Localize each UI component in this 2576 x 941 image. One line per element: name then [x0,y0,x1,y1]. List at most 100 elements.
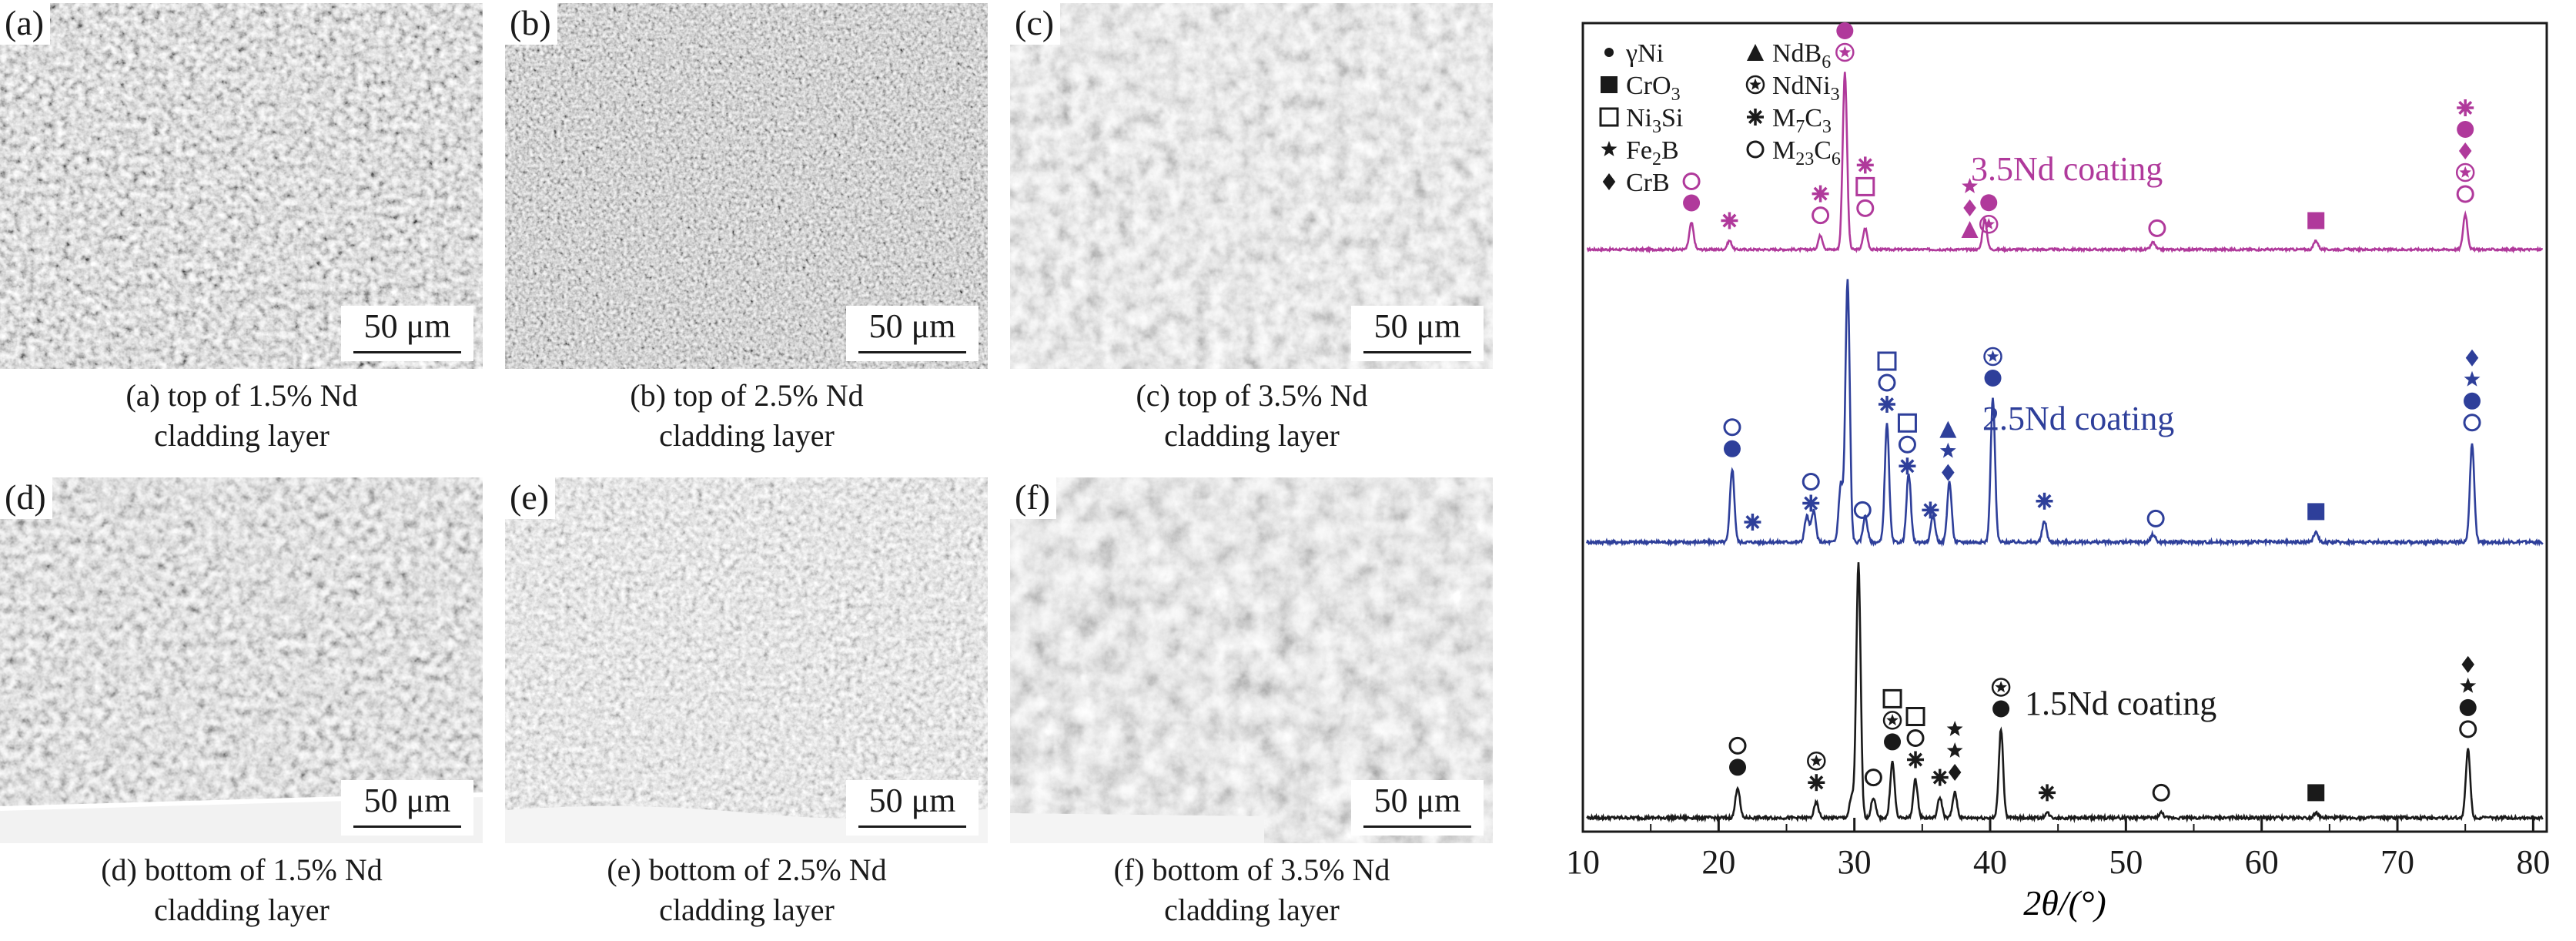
marker-m23c6 [2148,219,2166,237]
series-label: 2.5Nd coating [1982,400,2174,437]
x-axis-label: 2θ/(°) [2023,883,2106,923]
micrograph-d: (d) 50 μm [0,477,483,843]
marker-ni3si [1877,351,1897,371]
marker-ndni3 [1835,42,1855,62]
marker-crb [2458,142,2472,159]
scale-label: 50 μm [363,307,451,345]
marker-m23c6 [1853,501,1872,519]
marker-m7c3-stroke [1923,503,1938,517]
marker-m7c3 [1744,514,1761,531]
marker-m7c3-stroke [1804,496,1818,511]
marker-ndni3 [1807,751,1826,771]
panel-tag: (a) [0,3,51,45]
marker-ndni3 [1991,678,2011,697]
marker-crb [1948,764,1962,781]
marker-m7c3 [1812,185,1829,203]
marker-gamma-ni [1984,370,2002,387]
marker-ni3si [1599,107,1619,127]
x-tick-label: 10 [1566,843,1600,881]
caption-line: (a) top of 1.5% Nd [125,378,358,413]
marker-m7c3 [2036,492,2053,510]
marker-m23c6 [2463,414,2481,432]
marker-fe2b [2460,677,2477,693]
marker-ndni3 [1882,711,1902,730]
marker-gamma-ni [2464,392,2481,410]
caption-line: cladding layer [154,892,330,927]
panel-tag: (e) [505,477,556,519]
micrograph-c: (c) 50 μm [1010,3,1493,369]
x-tick-label: 40 [1973,843,2007,881]
marker-ndni3 [1986,350,1999,362]
marker-m7c3 [1721,212,1738,229]
marker-fe2b [1601,141,1618,156]
micrograph-b: (b) 50 μm [505,3,988,369]
caption-c: (c) top of 3.5% Nd cladding layer [998,376,1506,456]
marker-fe2b [1946,721,1963,736]
series-1: 2.5Nd coating [1586,279,2544,548]
marker-m7c3 [1899,457,1916,475]
marker-fe2b [1962,178,1978,193]
legend-label: M7C3 [1772,104,1832,137]
caption-line: (b) top of 2.5% Nd [630,378,864,413]
scale-label: 50 μm [868,782,956,819]
marker-m7c3-stroke [1813,186,1828,201]
marker-ndni3 [1838,45,1852,58]
x-tick-label: 20 [1701,843,1735,881]
panel-tag: (d) [0,477,52,519]
marker-m7c3-stroke [1858,158,1872,172]
marker-m7c3-stroke [1722,213,1737,228]
series-label: 1.5Nd coating [2025,685,2216,722]
caption-e: (e) bottom of 2.5% Nd cladding layer [493,850,1001,930]
marker-gamma-ni [1729,758,1747,776]
scale-bar: 50 μm [341,780,473,836]
caption-line: cladding layer [1164,418,1340,453]
series-label: 3.5Nd coating [1971,150,2163,188]
xrd-pattern-line [1586,562,2544,824]
marker-m7c3 [2457,99,2474,116]
marker-m23c6 [2459,720,2477,738]
marker-ndni3 [1810,755,1823,766]
marker-cro3 [2307,784,2325,802]
marker-gamma-ni [1604,48,1614,57]
marker-m7c3-stroke [2040,785,2055,800]
marker-cro3 [2307,212,2325,229]
marker-m7c3-stroke [1745,514,1760,530]
caption-line: cladding layer [1164,892,1340,927]
marker-ndni3 [1745,75,1765,95]
xrd-pattern-line [1586,72,2543,254]
marker-m7c3-stroke [1900,459,1915,474]
marker-m7c3 [1808,774,1825,792]
caption-line: (d) bottom of 1.5% Nd [101,852,383,887]
scale-bar: 50 μm [846,306,979,361]
caption-line: cladding layer [154,418,330,453]
marker-m7c3 [1856,156,1874,174]
marker-m23c6 [1864,769,1882,787]
micrograph-f: (f) 50 μm [1010,477,1493,843]
marker-ndni3 [1995,681,2007,693]
caption-line: (c) top of 3.5% Nd [1136,378,1368,413]
legend-label: NdB6 [1772,39,1831,72]
x-tick-label: 60 [2245,843,2279,881]
panel-tag: (f) [1010,477,1056,519]
marker-ndni3 [1749,78,1761,90]
panel-tag: (c) [1010,3,1061,45]
caption-d: (d) bottom of 1.5% Nd cladding layer [0,850,496,930]
marker-fe2b [1946,742,1963,758]
marker-m7c3-stroke [1909,752,1923,767]
marker-m7c3 [1931,769,1949,786]
marker-m23c6 [2456,185,2474,203]
caption-b: (b) top of 2.5% Nd cladding layer [493,376,1001,456]
marker-crb [1602,173,1616,190]
marker-ndni3 [2459,166,2471,178]
legend-label: Fe2B [1626,136,1679,169]
panel-tag: (b) [505,3,557,45]
legend-label: CrO3 [1626,72,1681,105]
marker-m23c6 [1728,736,1747,755]
marker-ndni3 [2455,162,2475,183]
marker-ni3si [1882,688,1902,708]
scale-label: 50 μm [868,307,956,345]
marker-m7c3 [1878,396,1895,413]
marker-m7c3-stroke [1932,770,1947,785]
marker-fe2b [2464,370,2481,387]
marker-m23c6 [1723,418,1741,437]
